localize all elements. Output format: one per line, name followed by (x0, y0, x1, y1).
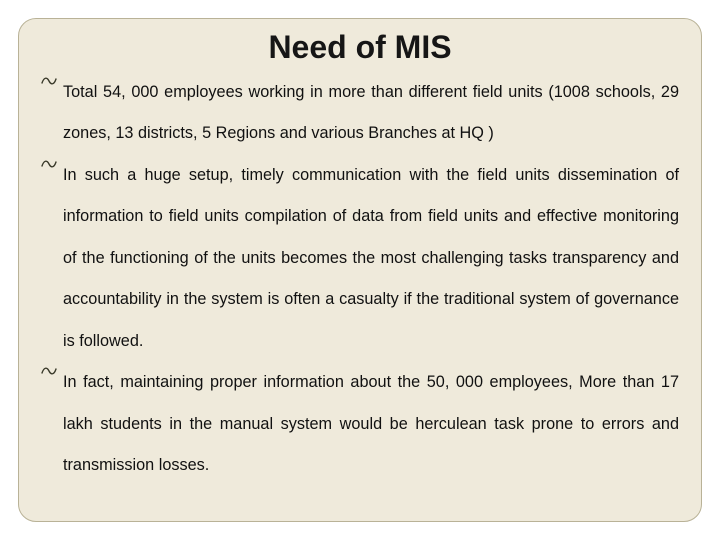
bullet-icon (41, 157, 57, 171)
list-item: In fact, maintaining proper information … (41, 362, 679, 486)
bullet-list: Total 54, 000 employees working in more … (41, 72, 679, 487)
bullet-icon (41, 364, 57, 378)
slide-title: Need of MIS (41, 29, 679, 72)
bullet-text: In such a huge setup, timely communicati… (63, 166, 679, 350)
slide: Need of MIS Total 54, 000 employees work… (0, 0, 720, 540)
bullet-text: Total 54, 000 employees working in more … (63, 83, 679, 142)
bullet-icon (41, 74, 57, 88)
list-item: In such a huge setup, timely communicati… (41, 155, 679, 362)
list-item: Total 54, 000 employees working in more … (41, 72, 679, 155)
slide-inner: Need of MIS Total 54, 000 employees work… (18, 18, 702, 522)
bullet-text: In fact, maintaining proper information … (63, 373, 679, 474)
